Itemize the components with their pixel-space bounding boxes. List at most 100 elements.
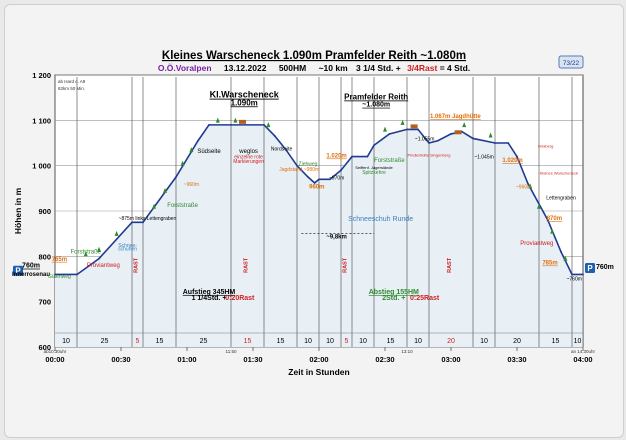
annotation-label: Forststraße <box>70 250 101 256</box>
annotation-label: Abstieg 155HM <box>369 289 419 296</box>
elevation-point <box>313 181 316 184</box>
annotation-label: 760m <box>22 263 40 270</box>
elevation-point <box>274 135 276 138</box>
elevation-point <box>131 221 133 224</box>
tree-icon <box>97 246 101 252</box>
annotation-label: 0:25Rast <box>410 295 440 302</box>
rest-label: RAST <box>244 257 250 273</box>
segment-duration: 15 <box>156 338 164 345</box>
tree-icon <box>152 203 156 209</box>
annotation-label: Pramfelder Reith <box>344 92 408 101</box>
elevation-point <box>230 123 232 126</box>
annotation-label: 1.020m <box>326 154 346 160</box>
tree-icon <box>83 251 88 257</box>
segment-duration: 15 <box>244 338 252 345</box>
elevation-point <box>175 176 177 178</box>
chart-title: Kleines Warscheneck 1.090m Pramfelder Re… <box>162 50 466 62</box>
annotation-label: schuhen <box>118 246 137 252</box>
subtitle-region: O.Ö.Voralpen <box>158 63 212 73</box>
annotation-label: 870m <box>547 216 562 222</box>
annotation-label: ~760m <box>566 276 581 282</box>
segment-duration: 10 <box>62 338 70 345</box>
elevation-point <box>366 155 369 158</box>
tree-icon <box>180 160 185 166</box>
annotation-label: 1.067m Jagdhütte <box>430 114 481 120</box>
parking-icon <box>13 265 23 276</box>
elevation-point <box>571 273 573 276</box>
annotation-label: ~1.045m <box>474 154 494 160</box>
annotation-label: Jagdstand ~980m <box>279 167 319 173</box>
elevation-point <box>472 137 474 140</box>
annotation-label: ~960m <box>516 184 531 190</box>
segment-duration: 10 <box>326 338 334 345</box>
tree-icon <box>462 122 467 128</box>
rest-label: RAST <box>343 257 349 273</box>
segment-duration: 10 <box>304 338 312 345</box>
annotation-label: ~960m <box>184 182 199 188</box>
hut-icon <box>239 119 246 124</box>
segment-duration: 10 <box>414 338 422 345</box>
y-tick-label: 700 <box>38 298 51 307</box>
badge: 73/22 <box>558 55 584 69</box>
annotation-label: 1.020m <box>502 158 522 164</box>
y-tick-label: 1 100 <box>32 116 51 125</box>
annotation-label: Kleines Warscheneck <box>540 171 578 176</box>
annotation-label: Innerrosenau <box>12 272 50 278</box>
tree-icon <box>189 147 194 153</box>
tree-icon <box>528 183 533 189</box>
annotation-label: 1 1/4Std. + <box>192 295 227 302</box>
elevation-point <box>329 178 331 181</box>
parking-icon-glyph: P <box>15 267 21 276</box>
badge-label: 73/22 <box>563 60 580 67</box>
y-tick-label: 800 <box>38 252 51 261</box>
rest-label: RAST <box>134 257 140 273</box>
elevation-point <box>142 221 144 224</box>
tree-icon <box>563 255 568 261</box>
elevation-point <box>546 219 549 221</box>
annotation-label: weglos <box>238 149 258 155</box>
elevation-chart: Kleines Warscheneck 1.090m Pramfelder Re… <box>12 50 614 377</box>
segment-duration: 10 <box>574 338 582 345</box>
segment-duration: 15 <box>387 338 395 345</box>
segment-duration: 25 <box>200 338 208 345</box>
x-tick-label: 04:00 <box>573 355 592 364</box>
segment-duration: 25 <box>101 338 109 345</box>
annotation-label: 0:20Rast <box>225 295 255 302</box>
segment-duration: 20 <box>513 338 521 345</box>
plot-area: 600 700 800 900 1 000 1 100 1 200 00:00 00:30 01:… <box>13 71 596 377</box>
elevation-point <box>428 142 430 144</box>
tree-icon <box>488 132 493 138</box>
annotation-label: 760m <box>596 264 614 271</box>
author-note-line: ab Hard c. A9 <box>58 79 86 84</box>
annotation-label: ~1.080m <box>362 102 390 109</box>
elevation-point <box>527 182 529 185</box>
annotation-label: ~970m <box>329 175 344 181</box>
elevation-point <box>507 142 510 144</box>
elevation-point <box>417 128 419 131</box>
subtitle-total: = 4 Std. <box>440 63 470 73</box>
annotation-label: Schnee- <box>118 243 137 249</box>
annotation-layer: 760mInnerrosenau765mGütenwegForststraßeP… <box>12 90 614 302</box>
annotation-label: Imlaberg <box>538 144 554 149</box>
hut-icon <box>454 130 462 135</box>
annotation-label: 2Std. + <box>382 295 405 302</box>
y-tick-label: 1 200 <box>32 71 51 80</box>
x-tick-label: 03:30 <box>507 355 526 364</box>
parking-icon-glyph: P <box>587 264 593 273</box>
tree-icon <box>400 119 405 125</box>
segment-duration: 5 <box>345 338 349 345</box>
clock-time-label: 11:50 <box>226 349 237 354</box>
annotation-label: Südseite <box>197 149 221 155</box>
annotation-label: ~875m links Lettengraben <box>119 216 177 222</box>
y-tick-label: 1 000 <box>32 162 51 171</box>
annotation-label: 765m <box>52 257 67 263</box>
segment-duration: 5 <box>136 338 140 345</box>
segment-duration: 10 <box>359 338 367 345</box>
elevation-point <box>494 142 496 144</box>
elevation-point <box>263 123 265 126</box>
annotation-label: 960m <box>309 184 324 190</box>
x-tick-label: 03:00 <box>441 355 460 364</box>
annotation-label: ~9,8km <box>326 235 347 241</box>
tree-icon <box>550 228 555 234</box>
elevation-point <box>296 164 298 167</box>
